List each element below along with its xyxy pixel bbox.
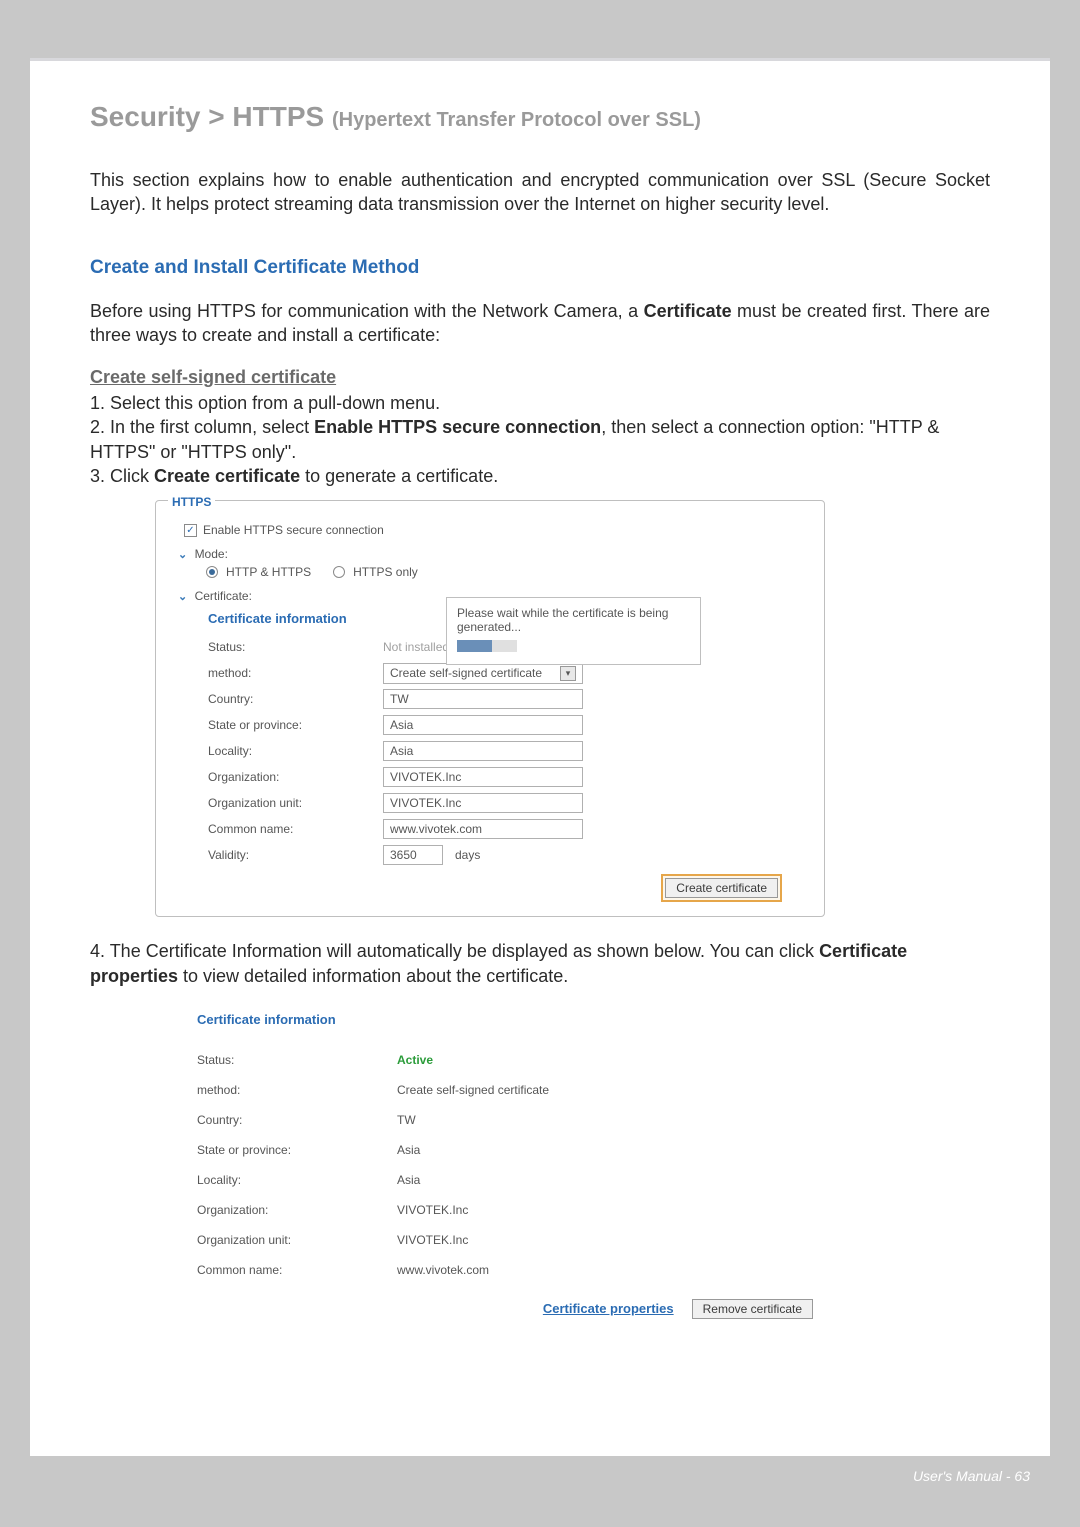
locality-label: Locality: [208,744,383,758]
intro-text: This section explains how to enable auth… [90,168,990,217]
org2-label: Organization: [197,1203,397,1217]
step-1: 1. Select this option from a pull-down m… [90,391,990,415]
org2-value: VIVOTEK.Inc [397,1203,468,1217]
state-label: State or province: [208,718,383,732]
method2-label: method: [197,1083,397,1097]
locality2-label: Locality: [197,1173,397,1187]
create-certificate-button[interactable]: Create certificate [665,878,778,898]
country2-label: Country: [197,1113,397,1127]
orgunit2-value: VIVOTEK.Inc [397,1233,468,1247]
validity-label: Validity: [208,848,383,862]
step-4: 4. The Certificate Information will auto… [90,939,990,988]
https-only-radio[interactable] [333,566,345,578]
status-value: Not installed [383,640,449,654]
fieldset-label: HTTPS [168,495,215,509]
page-title: Security > HTTPS (Hypertext Transfer Pro… [90,101,990,133]
orgunit-input[interactable]: VIVOTEK.Inc [383,793,583,813]
country-label: Country: [208,692,383,706]
country2-value: TW [397,1113,416,1127]
common-label: Common name: [208,822,383,836]
locality2-value: Asia [397,1173,420,1187]
title-subtitle: (Hypertext Transfer Protocol over SSL) [332,109,701,131]
status-label: Status: [208,640,383,654]
org-label: Organization: [208,770,383,784]
step-2: 2. In the first column, select Enable HT… [90,415,990,464]
https-config-panel: HTTPS ✓ Enable HTTPS secure connection ⌄… [155,500,825,917]
common2-label: Common name: [197,1263,397,1277]
page: Security > HTTPS (Hypertext Transfer Pro… [30,58,1050,1498]
progress-bar [457,640,517,652]
cert-info-table: Status: Not installed method: Create sel… [208,634,812,868]
locality-input[interactable]: Asia [383,741,583,761]
common-input[interactable]: www.vivotek.com [383,819,583,839]
country-input[interactable]: TW [383,689,583,709]
method-label: method: [208,666,383,680]
certificate-properties-link[interactable]: Certificate properties [543,1301,674,1316]
footer-text: User's Manual - 63 [913,1468,1030,1484]
orgunit2-label: Organization unit: [197,1233,397,1247]
https-only-label: HTTPS only [353,565,418,579]
state-input[interactable]: Asia [383,715,583,735]
title-main: Security > HTTPS [90,101,332,132]
create-button-highlight: Create certificate [661,874,782,902]
common2-value: www.vivotek.com [397,1263,489,1277]
body-text-1: Before using HTTPS for communication wit… [90,299,990,348]
status2-value: Active [397,1053,433,1067]
http-https-radio[interactable] [206,566,218,578]
enable-https-label: Enable HTTPS secure connection [203,523,384,537]
popup-text: Please wait while the certificate is bei… [457,606,690,634]
cert-info-panel-active: Certificate information Status: Active m… [185,1000,825,1333]
cert-info-header-2: Certificate information [197,1012,813,1027]
state2-label: State or province: [197,1143,397,1157]
validity-unit: days [455,848,480,862]
step-3: 3. Click Create certificate to generate … [90,464,990,488]
org-input[interactable]: VIVOTEK.Inc [383,767,583,787]
steps-list: 1. Select this option from a pull-down m… [90,391,990,488]
validity-input[interactable]: 3650 [383,845,443,865]
status2-label: Status: [197,1053,397,1067]
progress-popup: Please wait while the certificate is bei… [446,597,701,665]
dropdown-arrow-icon: ▾ [560,666,576,681]
method2-value: Create self-signed certificate [397,1083,549,1097]
section-heading: Create and Install Certificate Method [90,257,990,279]
chevron-icon: ⌄ [178,549,187,561]
state2-value: Asia [397,1143,420,1157]
chevron-icon: ⌄ [178,591,187,603]
footer-bar: User's Manual - 63 [30,1456,1050,1498]
http-https-label: HTTP & HTTPS [226,565,311,579]
method-select[interactable]: Create self-signed certificate ▾ [383,663,583,684]
mode-section[interactable]: ⌄ Mode: [178,547,812,561]
remove-certificate-button[interactable]: Remove certificate [692,1299,813,1319]
enable-https-checkbox[interactable]: ✓ [184,524,197,537]
orgunit-label: Organization unit: [208,796,383,810]
sub-heading: Create self-signed certificate [90,367,990,388]
